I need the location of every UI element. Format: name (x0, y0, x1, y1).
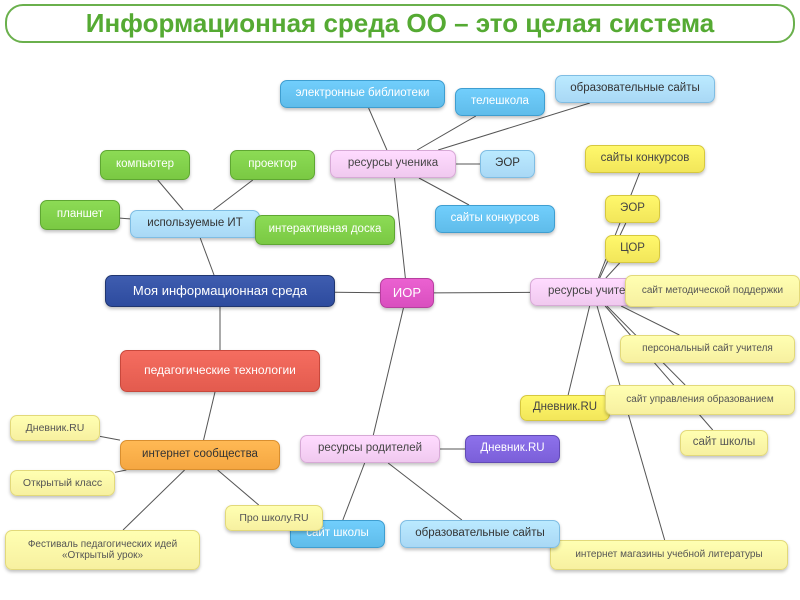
node-pers_site: персональный сайт учителя (620, 335, 795, 363)
node-label: ЦОР (620, 242, 645, 255)
edge-ior-student_res (395, 178, 406, 278)
node-label: сайт методической поддержки (642, 285, 783, 297)
title-text: Информационная среда ОО – это целая сист… (86, 8, 714, 38)
edge-student_res-teleshkola (417, 116, 476, 150)
node-imag: интернет магазины учебной литературы (550, 540, 788, 570)
node-komputer: компьютер (100, 150, 190, 180)
node-cor_tchr: ЦОР (605, 235, 660, 263)
node-label: интерактивная доска (269, 223, 382, 236)
node-intboard: интерактивная доска (255, 215, 395, 245)
edge-parent_res-school_par (343, 463, 365, 520)
edge-myenv-it (200, 238, 214, 275)
node-pedtech: педагогические технологии (120, 350, 320, 392)
node-label: педагогические технологии (144, 364, 296, 378)
edge-teacher_res-cor_tchr (606, 263, 620, 278)
node-proektor: проектор (230, 150, 315, 180)
page-title: Информационная среда ОО – это целая сист… (5, 4, 795, 43)
edge-teacher_res-dnevnik_tchr (568, 306, 589, 395)
node-label: Открытый класс (23, 477, 102, 489)
edge-it-planshet (120, 218, 130, 219)
edge-ior-teacher_res (434, 292, 530, 293)
edge-it-proektor (213, 180, 252, 210)
node-uprav: сайт управления образованием (605, 385, 795, 415)
node-ior: ИОР (380, 278, 434, 308)
edge-inetcomm-openclass (115, 470, 126, 472)
node-label: проектор (248, 158, 297, 171)
node-konkurs_stud: сайты конкурсов (435, 205, 555, 233)
node-planshet: планшет (40, 200, 120, 230)
node-inetcomm: интернет сообщества (120, 440, 280, 470)
edge-inetcomm-dnevnik_comm (100, 436, 120, 440)
node-student_res: ресурсы ученика (330, 150, 456, 178)
node-label: персональный сайт учителя (642, 343, 773, 355)
node-eor_tchr: ЭОР (605, 195, 660, 223)
edge-inetcomm-festival (123, 470, 185, 530)
node-label: Про школу.RU (239, 512, 308, 524)
node-edusites: образовательные сайты (555, 75, 715, 103)
node-label: сайты конкурсов (601, 152, 690, 165)
node-label: ИОР (393, 286, 421, 301)
edge-pedtech-inetcomm (204, 392, 215, 440)
node-label: сайт школы (693, 436, 756, 449)
node-label: Дневник.RU (480, 442, 544, 455)
node-label: интернет сообщества (142, 448, 258, 461)
node-myenv: Моя информационная среда (105, 275, 335, 307)
node-openclass: Открытый класс (10, 470, 115, 496)
edge-it-komputer (158, 180, 183, 210)
node-label: Моя информационная среда (133, 284, 307, 299)
node-label: Дневник.RU (533, 401, 597, 414)
node-label: ЭОР (495, 157, 520, 170)
node-dnevnik_par: Дневник.RU (465, 435, 560, 463)
node-label: телешкола (471, 95, 529, 108)
node-label: образовательные сайты (570, 82, 699, 95)
node-konkurs_tchr: сайты конкурсов (585, 145, 705, 173)
node-dnevnik_tchr: Дневник.RU (520, 395, 610, 421)
node-label: планшет (57, 208, 103, 221)
node-label: используемые ИТ (147, 217, 242, 230)
node-label: компьютер (116, 158, 174, 171)
node-label: электронные библиотеки (296, 87, 430, 100)
node-school_tchr: сайт школы (680, 430, 768, 456)
edge-inetcomm-proshkolu (218, 470, 259, 505)
node-it: используемые ИТ (130, 210, 260, 238)
edge-student_res-elbibl (369, 108, 387, 150)
node-label: Фестиваль педагогических идей «Открытый … (14, 539, 191, 562)
node-method: сайт методической поддержки (625, 275, 800, 307)
node-parent_res: ресурсы родителей (300, 435, 440, 463)
edge-ior-parent_res (373, 308, 403, 435)
node-label: сайты конкурсов (451, 212, 540, 225)
node-dnevnik_comm: Дневник.RU (10, 415, 100, 441)
edge-teacher_res-pers_site (621, 306, 679, 335)
node-proshkolu: Про школу.RU (225, 505, 323, 531)
edge-student_res-konkurs_stud (419, 178, 469, 205)
node-elbibl: электронные библиотеки (280, 80, 445, 108)
node-label: образовательные сайты (415, 527, 544, 540)
node-label: Дневник.RU (26, 422, 85, 434)
node-label: сайт управления образованием (626, 394, 773, 406)
edge-parent_res-edusites_par (388, 463, 462, 520)
node-festival: Фестиваль педагогических идей «Открытый … (5, 530, 200, 570)
node-label: ресурсы родителей (318, 442, 422, 455)
node-eor_student: ЭОР (480, 150, 535, 178)
node-label: ресурсы ученика (348, 157, 438, 170)
node-label: ЭОР (620, 202, 645, 215)
node-teleshkola: телешкола (455, 88, 545, 116)
node-edusites_par: образовательные сайты (400, 520, 560, 548)
node-label: интернет магазины учебной литературы (575, 549, 762, 561)
